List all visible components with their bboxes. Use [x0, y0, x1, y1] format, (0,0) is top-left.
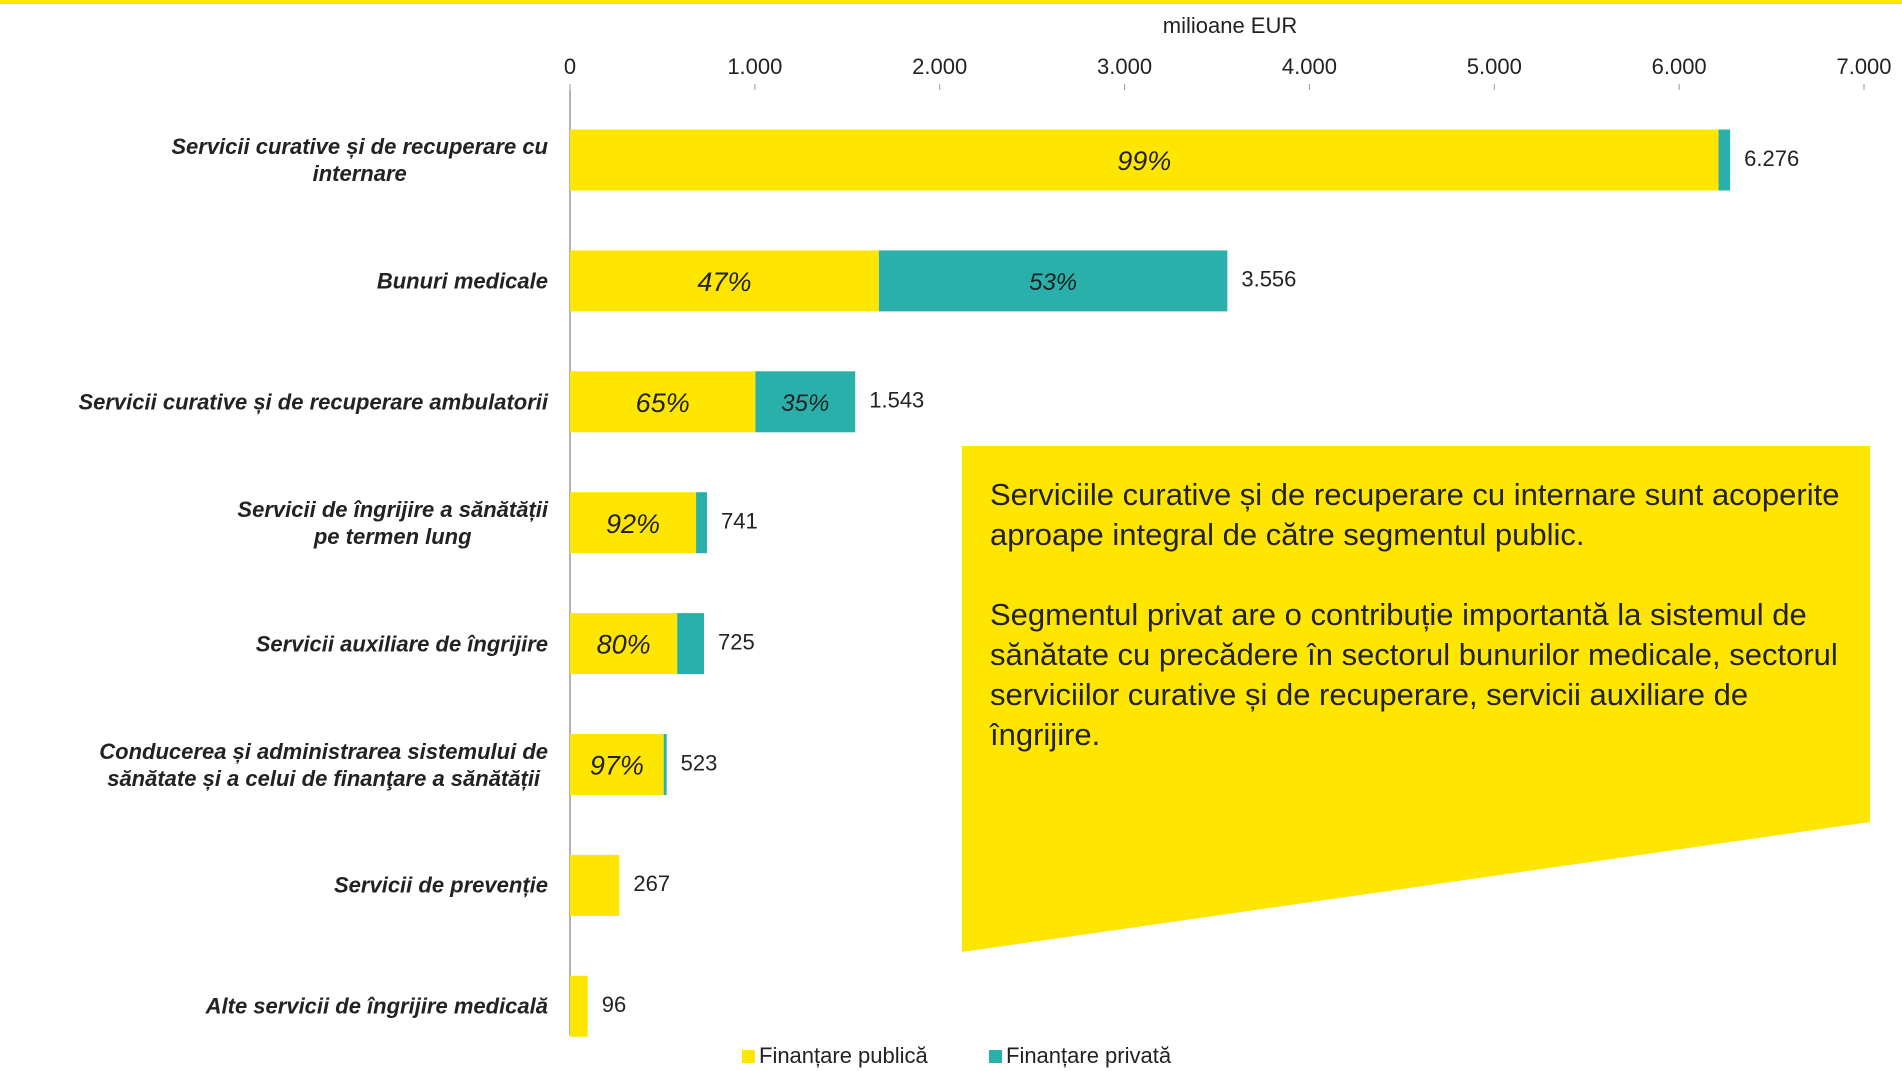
- bar-segment: [878, 250, 1228, 312]
- bar-segment: [1718, 129, 1731, 191]
- total-label: 3.556: [1241, 267, 1296, 292]
- percent-label: 80%: [597, 630, 651, 660]
- callout-paragraph: Serviciile curative și de recuperare cu …: [990, 477, 1840, 552]
- total-label: 1.543: [869, 388, 924, 413]
- percent-label: 35%: [781, 390, 829, 417]
- bar-segment: [570, 250, 879, 312]
- percent-label: 65%: [636, 388, 690, 418]
- category-label: Servicii curative și de recuperare cu in…: [171, 134, 548, 186]
- percent-label: 99%: [1117, 146, 1171, 176]
- bar-segment: [570, 371, 756, 433]
- bar-segment: [570, 129, 1719, 191]
- bar-segment: [570, 854, 620, 916]
- x-tick-label: 2.000: [912, 54, 967, 79]
- percent-label: 92%: [606, 509, 660, 539]
- bar-segment: [677, 613, 705, 675]
- percent-label: 97%: [590, 751, 644, 781]
- x-tick-label: 3.000: [1097, 54, 1152, 79]
- category-label: Conducerea și administrarea sistemului d…: [99, 738, 548, 791]
- bar-segment: [570, 734, 664, 795]
- bar-segment: [570, 492, 697, 554]
- bar-segment: [570, 975, 588, 1037]
- callout-paragraph: Segmentul privat are o contribuție impor…: [990, 597, 1838, 752]
- x-tick-label: 4.000: [1282, 54, 1337, 79]
- bar-segment: [570, 613, 678, 675]
- bar-segment: [663, 734, 667, 795]
- callout-shape: [962, 446, 1870, 952]
- category-label: Servicii auxiliare de îngrijire: [255, 631, 548, 657]
- total-label: 523: [681, 750, 718, 775]
- x-tick-label: 5.000: [1467, 54, 1522, 79]
- total-label: 6.276: [1744, 146, 1799, 171]
- x-tick-label: 7.000: [1836, 54, 1891, 79]
- axis-title: milioane EUR: [1163, 13, 1298, 38]
- category-label: Servicii curative și de recuperare ambul…: [78, 389, 548, 415]
- x-tick-label: 0: [564, 54, 576, 79]
- legend-label: Finanțare publică: [759, 1043, 929, 1068]
- total-label: 96: [602, 992, 626, 1017]
- total-label: 741: [721, 509, 758, 534]
- category-label: Alte servicii de îngrijire medicală: [205, 993, 548, 1019]
- legend-label: Finanțare privată: [1006, 1043, 1172, 1068]
- top-rule: [0, 0, 1902, 4]
- category-label: Bunuri medicale: [376, 268, 548, 294]
- total-label: 267: [633, 871, 670, 896]
- callout-text: Serviciile curative și de recuperare cu …: [990, 475, 1860, 795]
- category-label: Servicii de prevenție: [334, 872, 548, 898]
- bar-segment: [755, 371, 856, 433]
- legend-swatch: [742, 1050, 755, 1063]
- bar-segment: [696, 492, 707, 554]
- x-tick-label: 6.000: [1652, 54, 1707, 79]
- x-tick-label: 1.000: [727, 54, 782, 79]
- category-label: Servicii de îngrijire a sănătății pe ter…: [237, 496, 548, 549]
- total-label: 725: [718, 629, 755, 654]
- legend-swatch: [989, 1050, 1002, 1063]
- percent-label: 53%: [1029, 269, 1077, 296]
- percent-label: 47%: [697, 267, 751, 297]
